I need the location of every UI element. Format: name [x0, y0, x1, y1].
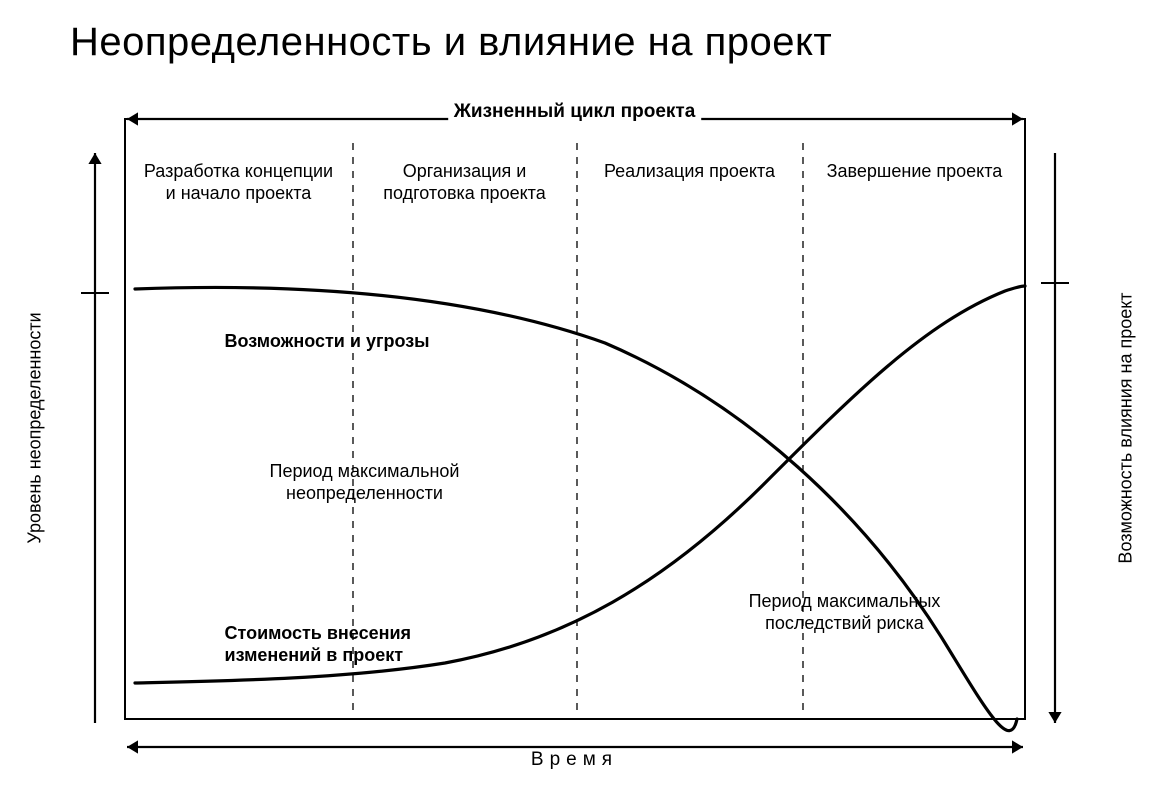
- phase-label-2: Реализация проекта: [600, 161, 780, 183]
- page: Неопределенность и влияние на проект Жиз…: [0, 0, 1149, 811]
- page-title: Неопределенность и влияние на проект: [70, 20, 1109, 65]
- y-axis-left-label: Уровень неопределенности: [24, 312, 45, 543]
- curve-label-cost: Стоимость внесения изменений в проект: [225, 623, 485, 666]
- x-axis-label: Время: [531, 749, 618, 771]
- y-axis-right-label-text: Возможность влияния на проект: [1116, 292, 1136, 563]
- lifecycle-banner-label: Жизненный цикл проекта: [448, 101, 702, 123]
- phase-label-0: Разработка концепции и начало проекта: [139, 161, 339, 204]
- curve-label-opportunities: Возможности и угрозы: [225, 331, 430, 353]
- phase-label-3: Завершение проекта: [825, 161, 1005, 183]
- y-axis-right-label: Возможность влияния на проект: [1116, 292, 1137, 563]
- annotation-max-uncertainty: Период максимальной неопределенности: [225, 461, 505, 504]
- chart-container: Жизненный цикл проекта Уровень неопредел…: [45, 83, 1105, 773]
- annotation-max-risk: Период максимальных последствий риска: [705, 591, 985, 634]
- phase-label-1: Организация и подготовка проекта: [365, 161, 565, 204]
